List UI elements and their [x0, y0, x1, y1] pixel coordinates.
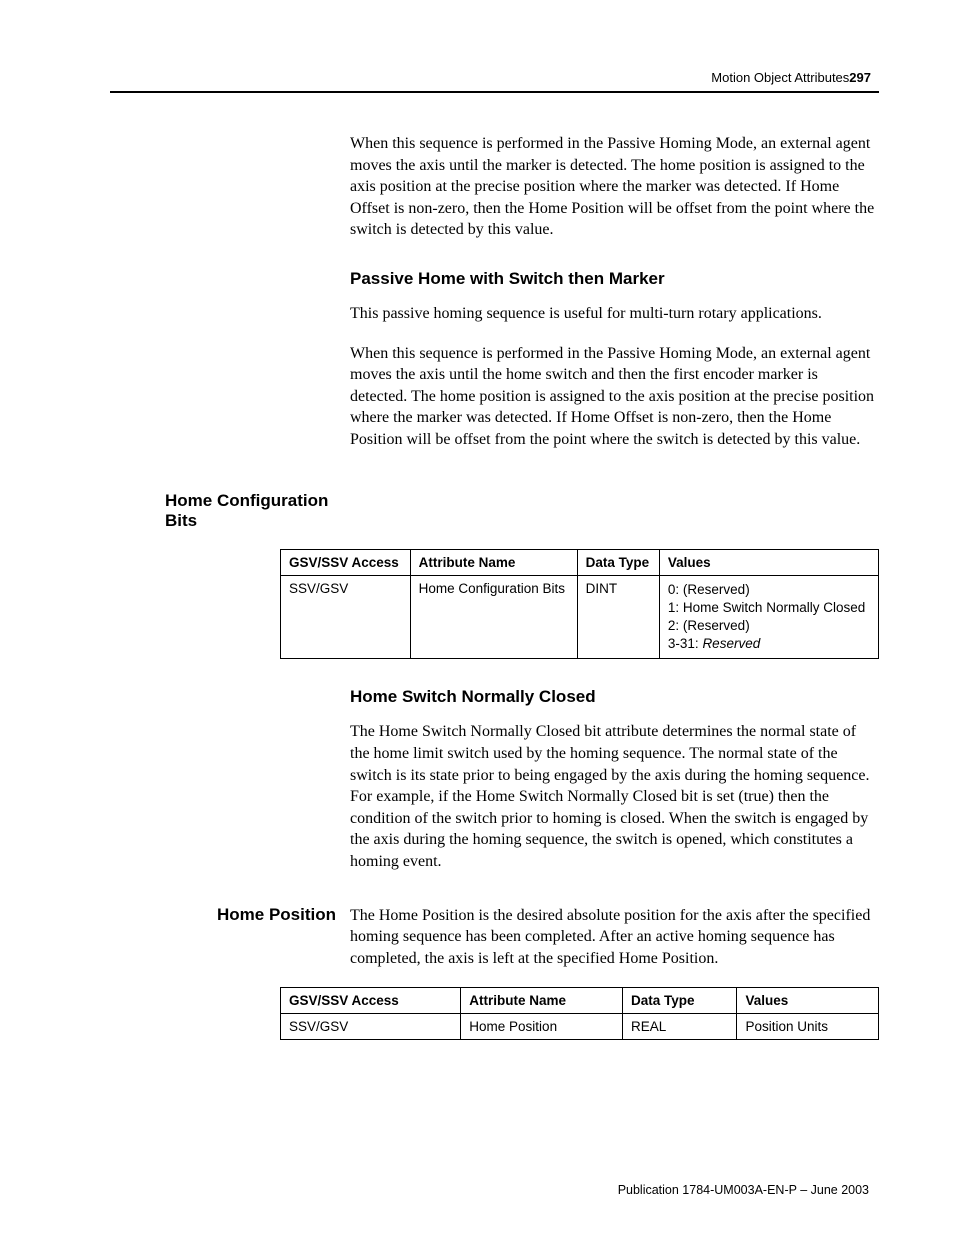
table-header-row: GSV/SSV Access Attribute Name Data Type …	[281, 549, 879, 575]
value-line-prefix: 3-31:	[668, 636, 703, 651]
sub-heading-passive-home: Passive Home with Switch then Marker	[350, 269, 879, 289]
paragraph: The Home Switch Normally Closed bit attr…	[350, 721, 879, 872]
cell-attribute-name: Home Configuration Bits	[410, 575, 577, 659]
cell-access: SSV/GSV	[281, 575, 411, 659]
col-header-values: Values	[737, 988, 879, 1014]
home-position-body: The Home Position is the desired absolut…	[350, 905, 879, 970]
cell-data-type: REAL	[623, 1014, 737, 1040]
header-rule	[110, 91, 879, 93]
value-line: 0: (Reserved)	[668, 582, 750, 597]
footer-publication: Publication 1784-UM003A-EN-P – June 2003	[618, 1183, 869, 1197]
value-line: 2: (Reserved)	[668, 618, 750, 633]
cell-values: Position Units	[737, 1014, 879, 1040]
table-row: SSV/GSV Home Position REAL Position Unit…	[281, 1014, 879, 1040]
paragraph: When this sequence is performed in the P…	[350, 133, 879, 241]
col-header-datatype: Data Type	[577, 549, 659, 575]
cell-data-type: DINT	[577, 575, 659, 659]
side-heading-home-config-bits: Home Configuration Bits	[110, 491, 350, 531]
home-config-bits-table: GSV/SSV Access Attribute Name Data Type …	[280, 549, 879, 660]
value-line: 1: Home Switch Normally Closed	[668, 600, 865, 615]
header-section-title: Motion Object Attributes	[711, 70, 849, 85]
paragraph: This passive homing sequence is useful f…	[350, 303, 879, 325]
cell-access: SSV/GSV	[281, 1014, 461, 1040]
page-number: 297	[849, 70, 871, 85]
col-header-attribute: Attribute Name	[410, 549, 577, 575]
value-line-italic: Reserved	[702, 636, 760, 651]
side-heading-home-position: Home Position	[110, 905, 350, 925]
table-row: SSV/GSV Home Configuration Bits DINT 0: …	[281, 575, 879, 659]
col-header-access: GSV/SSV Access	[281, 988, 461, 1014]
col-header-datatype: Data Type	[623, 988, 737, 1014]
table-header-row: GSV/SSV Access Attribute Name Data Type …	[281, 988, 879, 1014]
col-header-values: Values	[659, 549, 878, 575]
col-header-attribute: Attribute Name	[461, 988, 623, 1014]
sub-heading-home-switch-closed: Home Switch Normally Closed	[350, 687, 879, 707]
home-position-table: GSV/SSV Access Attribute Name Data Type …	[280, 987, 879, 1040]
cell-values: 0: (Reserved) 1: Home Switch Normally Cl…	[659, 575, 878, 659]
cell-attribute-name: Home Position	[461, 1014, 623, 1040]
paragraph: When this sequence is performed in the P…	[350, 343, 879, 451]
page-header: Motion Object Attributes 297	[110, 70, 879, 85]
col-header-access: GSV/SSV Access	[281, 549, 411, 575]
